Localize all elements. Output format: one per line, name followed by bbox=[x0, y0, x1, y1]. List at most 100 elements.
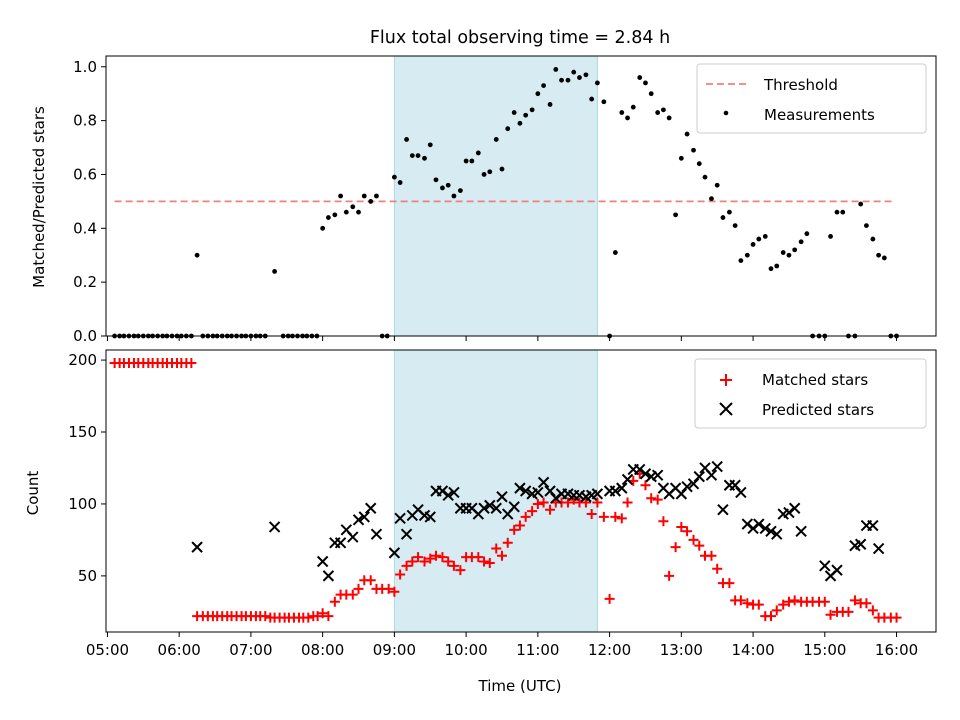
matched-star-point bbox=[640, 480, 651, 491]
matched-star-point bbox=[778, 599, 789, 610]
measurement-point bbox=[451, 193, 457, 199]
predicted-star-point bbox=[831, 564, 843, 576]
measurement-point bbox=[511, 110, 517, 115]
predicted-star-point bbox=[352, 514, 365, 526]
measurement-point bbox=[583, 72, 589, 78]
matched-star-point bbox=[604, 593, 615, 604]
matched-star-point bbox=[473, 552, 484, 563]
measurement-point bbox=[577, 75, 582, 80]
measurement-point bbox=[320, 225, 326, 231]
legend-predicted-label: Predicted stars bbox=[762, 401, 874, 419]
predicted-star-point bbox=[322, 570, 335, 582]
matched-star-point bbox=[401, 560, 412, 571]
matched-star-point bbox=[724, 578, 735, 589]
predicted-star-point bbox=[771, 528, 783, 540]
measurement-point bbox=[415, 153, 421, 159]
matched-star-point bbox=[891, 612, 902, 623]
y-tick-label: 0.2 bbox=[73, 273, 97, 291]
x-tick-label: 15:00 bbox=[803, 641, 846, 659]
predicted-star-point bbox=[765, 525, 777, 537]
matched-star-point bbox=[771, 605, 782, 616]
measurements-points bbox=[112, 67, 899, 339]
predicted-star-point bbox=[609, 485, 622, 497]
measurement-point bbox=[732, 223, 738, 229]
matched-star-point bbox=[479, 556, 490, 567]
x-tick-label: 12:00 bbox=[588, 641, 631, 659]
measurement-point bbox=[350, 204, 356, 210]
predicted-star-point bbox=[370, 528, 383, 540]
matched-star-point bbox=[652, 494, 663, 505]
measurement-point bbox=[601, 99, 607, 105]
predicted-star-point bbox=[717, 503, 729, 516]
predicted-star-point bbox=[795, 525, 807, 537]
bottom-legend-frame bbox=[694, 358, 927, 429]
measurement-point bbox=[469, 158, 475, 164]
bottom-y-ticks: 50 100 150 200 bbox=[68, 351, 106, 585]
predicted-star-point bbox=[729, 479, 741, 491]
matched-star-point bbox=[682, 526, 693, 537]
top-y-ticks: 0.0 0.2 0.4 0.6 0.8 1.0 bbox=[73, 58, 106, 345]
matched-star-point bbox=[514, 520, 525, 531]
x-axis-label: Time (UTC) bbox=[478, 677, 562, 695]
matched-star-point bbox=[303, 612, 314, 623]
matched-star-point bbox=[323, 611, 334, 622]
predicted-star-point bbox=[681, 480, 693, 493]
top-legend-frame bbox=[696, 63, 927, 134]
predicted-star-point bbox=[711, 460, 723, 473]
predicted-star-point bbox=[544, 485, 556, 497]
x-tick-label: 11:00 bbox=[516, 641, 559, 659]
predicted-star-point bbox=[741, 518, 754, 530]
measurement-point bbox=[840, 209, 846, 215]
predicted-star-point bbox=[550, 492, 562, 504]
matched-star-point bbox=[825, 609, 836, 620]
measurement-point bbox=[397, 180, 403, 185]
matched-star-point bbox=[317, 608, 328, 619]
predicted-star-point bbox=[268, 521, 281, 533]
matched-star-point bbox=[448, 560, 459, 571]
matched-star-point bbox=[586, 509, 597, 520]
predicted-star-point bbox=[693, 470, 705, 483]
measurement-point bbox=[870, 236, 876, 242]
top-highlight-span bbox=[393, 55, 598, 337]
measurement-point bbox=[499, 166, 505, 172]
predicted-star-point bbox=[388, 547, 401, 559]
matched-star-point bbox=[260, 611, 271, 622]
legend-predicted-swatch bbox=[719, 402, 733, 416]
predicted-star-point bbox=[508, 501, 520, 513]
measurement-point bbox=[457, 188, 463, 194]
matched-star-point bbox=[532, 498, 543, 509]
figure-title: Flux total observing time = 2.84 h bbox=[370, 28, 670, 48]
predicted-star-point bbox=[819, 560, 831, 572]
predicted-star-point bbox=[191, 541, 203, 553]
predicted-star-point bbox=[634, 463, 646, 476]
x-tick-label: 10:00 bbox=[445, 641, 488, 659]
measurement-point bbox=[876, 252, 882, 258]
matched-star-point bbox=[365, 575, 376, 586]
predicted-star-point bbox=[484, 499, 496, 512]
matched-star-point bbox=[437, 552, 448, 563]
measurement-point bbox=[487, 169, 493, 175]
x-tick-label: 07:00 bbox=[229, 641, 272, 659]
measurement-point bbox=[529, 107, 535, 113]
matched-star-point bbox=[455, 565, 466, 576]
measurement-point bbox=[404, 137, 409, 142]
predicted-star-point bbox=[651, 469, 664, 481]
matched-star-point bbox=[491, 543, 502, 554]
matched-star-point bbox=[520, 511, 531, 522]
measurement-point bbox=[828, 233, 833, 239]
measurement-point bbox=[541, 83, 546, 89]
measurement-point bbox=[630, 104, 636, 110]
matched-star-point bbox=[347, 589, 358, 600]
measurement-point bbox=[553, 67, 559, 72]
measurement-point bbox=[571, 69, 577, 75]
matched-star-point bbox=[329, 596, 340, 607]
measurement-point bbox=[834, 209, 840, 215]
measurement-point bbox=[637, 75, 643, 80]
bottom-highlight-span bbox=[393, 349, 598, 633]
predicted-star-point bbox=[394, 512, 406, 525]
matched-star-point bbox=[598, 511, 609, 522]
predicted-star-point bbox=[442, 489, 454, 502]
predicted-star-point bbox=[872, 542, 885, 555]
legend-matched-swatch bbox=[720, 374, 732, 386]
